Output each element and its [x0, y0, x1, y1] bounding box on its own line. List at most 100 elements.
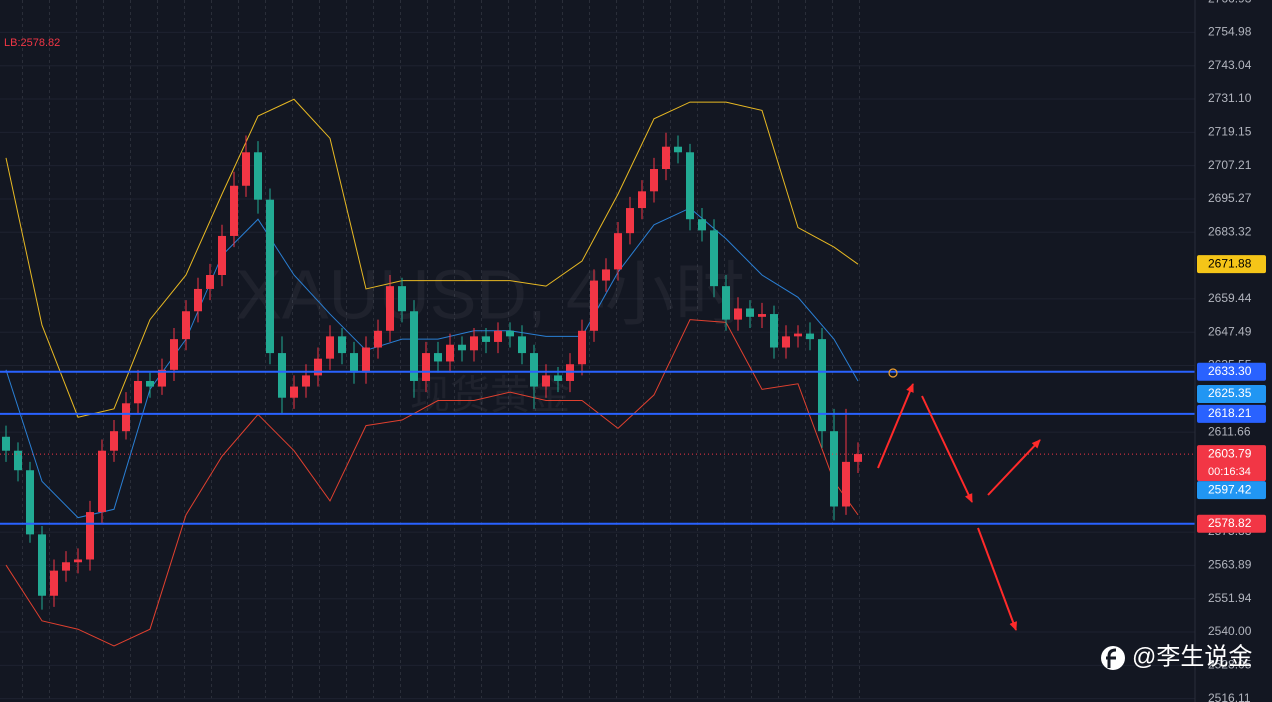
candle-body — [338, 336, 346, 354]
y-tick-label: 2516.11 — [1208, 691, 1251, 702]
candle-body — [686, 152, 694, 220]
candle-body — [818, 339, 826, 432]
price-axis — [1195, 0, 1272, 702]
y-tick-label: 2611.66 — [1208, 424, 1251, 438]
candle-body — [830, 431, 838, 507]
y-tick-label: 2719.15 — [1208, 125, 1252, 139]
candle-body — [266, 199, 274, 354]
candle-body — [590, 280, 598, 331]
candle-body — [50, 570, 58, 596]
arrow — [977, 527, 1017, 631]
price-tags: 2671.88 2633.30 2625.35 2618.21 2603.79 00:16… — [1197, 255, 1266, 533]
candle-body — [302, 375, 310, 387]
candle-body — [470, 336, 478, 351]
candle-body — [146, 380, 154, 387]
price-tag-label: 2671.88 — [1208, 256, 1252, 270]
watermark-symbol: XAUUSD, 4小时 — [235, 255, 745, 333]
price-tag — [1197, 384, 1266, 403]
price-tag — [1197, 404, 1266, 423]
y-tick-label: 2528.05 — [1208, 657, 1252, 671]
anchor-point — [888, 368, 898, 378]
y-tick-label: 2551.94 — [1208, 591, 1252, 605]
y-tick-label: 2540.00 — [1208, 624, 1252, 638]
price-tag-label: 2603.79 — [1208, 446, 1252, 460]
price-tag — [1197, 362, 1266, 381]
candle-body — [650, 169, 658, 192]
credit-text: @李生说金 — [1132, 643, 1252, 670]
price-tag-label: 2625.35 — [1208, 386, 1252, 400]
price-tag — [1197, 445, 1266, 482]
candle-body — [698, 219, 706, 231]
candle-body — [194, 288, 202, 312]
credit-badge: @李生说金 — [1101, 643, 1252, 670]
candle-body — [602, 269, 610, 281]
y-tick-label: 2647.49 — [1208, 324, 1252, 338]
candle-body — [458, 344, 466, 351]
credit-icon-glyph — [1106, 648, 1117, 668]
y-tick-label: 2683.32 — [1208, 224, 1252, 238]
candle-body — [578, 330, 586, 365]
candle-body — [674, 146, 682, 153]
candle-body — [410, 311, 418, 381]
candle-body — [362, 347, 370, 373]
candle-body — [170, 339, 178, 370]
candle-body — [662, 146, 670, 170]
candle-body — [374, 330, 382, 348]
candle-body — [494, 330, 502, 342]
arrow — [921, 395, 973, 503]
candle-body — [254, 152, 262, 200]
y-tick-label: 2707.21 — [1208, 158, 1252, 172]
candle-body — [758, 314, 766, 317]
candle-body — [434, 353, 442, 362]
y-tick-label: 2766.93 — [1208, 0, 1252, 5]
candle-body — [206, 274, 214, 289]
y-tick-label: 2731.10 — [1208, 91, 1252, 105]
candle-body — [386, 286, 394, 331]
candle-body — [110, 431, 118, 451]
candle-body — [98, 450, 106, 513]
candles-layer — [2, 132, 862, 610]
candle-body — [230, 185, 238, 236]
price-tag — [1197, 255, 1266, 274]
candle-body — [782, 336, 790, 348]
y-tick-label: 2695.27 — [1208, 191, 1252, 205]
price-tag — [1197, 481, 1266, 500]
price-tag — [1197, 514, 1266, 533]
price-tag-label: 2578.82 — [1208, 516, 1252, 530]
candle-body — [446, 344, 454, 362]
y-tick-label: 2563.89 — [1208, 558, 1252, 572]
candle-body — [218, 235, 226, 275]
candle-body — [770, 314, 778, 348]
candle-body — [314, 358, 322, 376]
candle-body — [806, 333, 814, 340]
candle-body — [554, 375, 562, 381]
countdown: 00:16:34 — [1208, 466, 1251, 478]
axis-labels: 2766.93 2754.98 2743.04 2731.10 2719.15 2707.… — [1208, 0, 1252, 702]
candle-body — [722, 286, 730, 320]
candle-body — [398, 286, 406, 312]
candle-body — [794, 333, 802, 337]
candle-body — [290, 386, 298, 398]
vertical-grid — [0, 0, 870, 702]
candle-body — [26, 470, 34, 535]
candle-body — [74, 559, 82, 563]
candle-body — [62, 562, 70, 571]
candle-body — [746, 308, 754, 317]
candle-body — [530, 353, 538, 387]
candle-body — [506, 330, 514, 337]
candle-body — [182, 311, 190, 340]
y-tick-label: 2754.98 — [1208, 25, 1252, 39]
levels-layer — [0, 370, 1195, 525]
arrow — [987, 439, 1041, 496]
candle-body — [626, 208, 634, 234]
candle-body — [350, 353, 358, 373]
candle-body — [842, 461, 850, 507]
candle-body — [86, 512, 94, 560]
forecast-arrows — [877, 383, 1041, 631]
candle-body — [614, 233, 622, 270]
y-tick-label: 2659.44 — [1208, 291, 1252, 305]
candle-body — [482, 336, 490, 342]
candle-body — [122, 403, 130, 432]
candle-body — [854, 454, 862, 462]
